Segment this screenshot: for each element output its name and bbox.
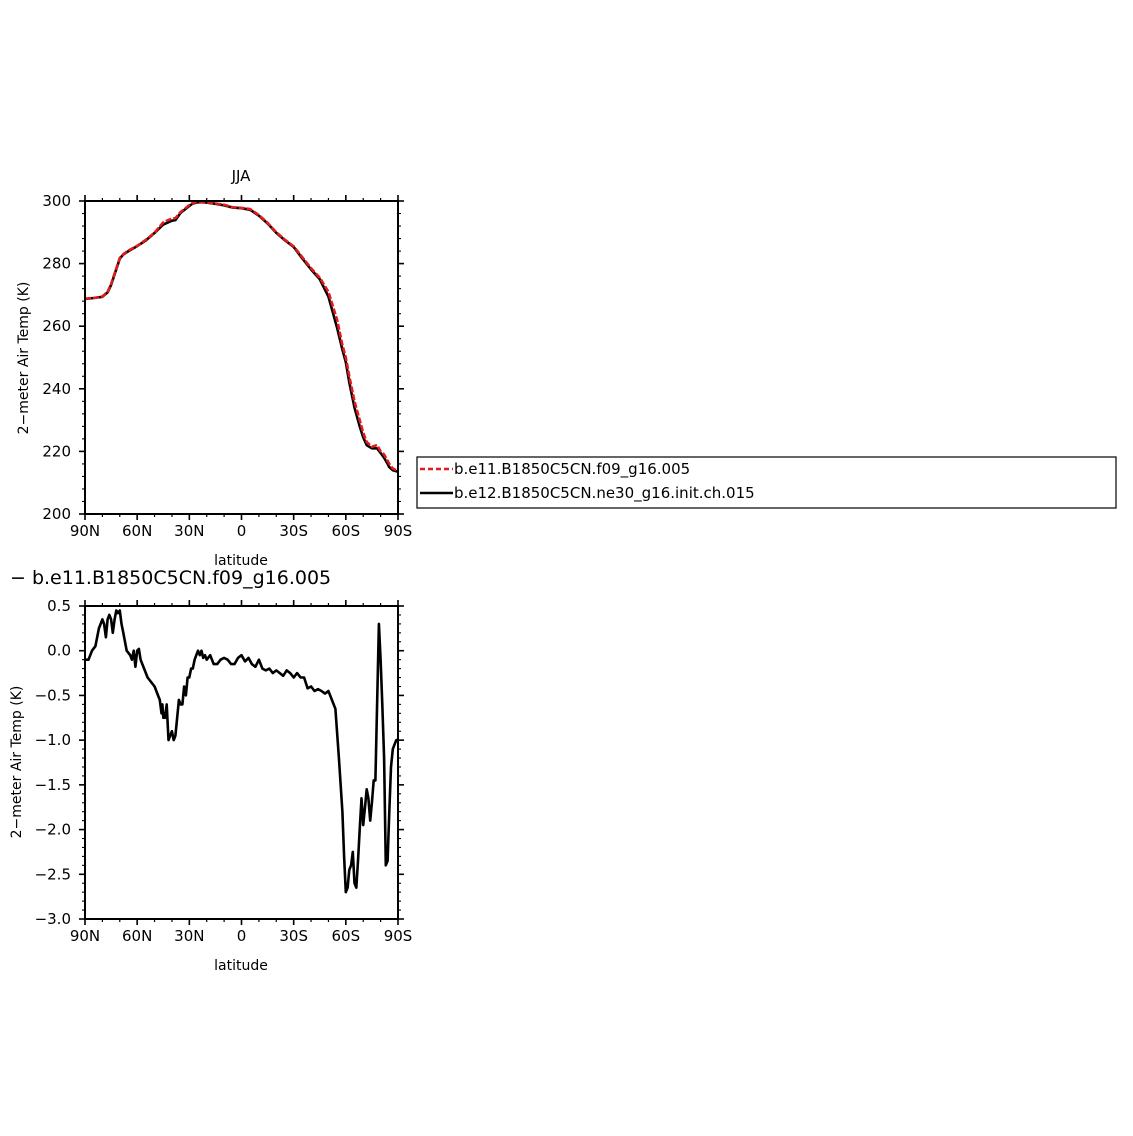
y-tick-label: −1.0 xyxy=(35,731,71,749)
y-tick-label: 0.5 xyxy=(47,597,71,615)
bottom-plot-frame xyxy=(84,605,399,920)
x-tick-label: 60N xyxy=(122,927,152,945)
bottom-series-group xyxy=(85,609,398,894)
x-tick-label: 30S xyxy=(279,927,308,945)
x-tick-label: 60N xyxy=(122,522,152,540)
y-tick-label: −0.5 xyxy=(35,686,71,704)
y-tick-label: 260 xyxy=(42,317,71,335)
y-tick-label: 200 xyxy=(42,505,71,523)
legend-label-series-1: b.e11.B1850C5CN.f09_g16.005 xyxy=(454,460,690,479)
x-tick-label: 90S xyxy=(384,522,413,540)
y-tick-label: 280 xyxy=(42,255,71,273)
y-tick-label: 300 xyxy=(42,192,71,210)
bottom-x-axis-title: latitude xyxy=(214,958,268,974)
series-line-1 xyxy=(84,200,399,472)
x-tick-label: 90S xyxy=(384,927,413,945)
bottom-x-tick-labels: 90N 60N 30N 0 30S 60S 90S xyxy=(70,927,412,945)
legend-label-series-2: b.e12.B1850C5CN.ne30_g16.init.ch.015 xyxy=(454,484,755,503)
top-y-tick-labels: 200 220 240 260 280 300 xyxy=(42,192,71,523)
x-tick-label: 30S xyxy=(279,522,308,540)
y-tick-label: −1.5 xyxy=(35,776,71,794)
series-line-2 xyxy=(84,201,399,473)
top-chart-title: JJA xyxy=(231,167,252,185)
top-y-axis-title: 2−meter Air Temp (K) xyxy=(16,282,32,435)
x-tick-label: 60S xyxy=(332,522,361,540)
y-tick-label: 240 xyxy=(42,380,71,398)
x-tick-label: 60S xyxy=(332,927,361,945)
bottom-y-axis-title: 2−meter Air Temp (K) xyxy=(9,686,25,839)
y-tick-label: −2.5 xyxy=(35,865,71,883)
bottom-chart-title: − b.e11.B1850C5CN.f09_g16.005 xyxy=(10,567,331,589)
x-tick-label: 90N xyxy=(70,522,100,540)
x-tick-label: 0 xyxy=(237,522,247,540)
bottom-y-tick-labels: −3.0 −2.5 −2.0 −1.5 −1.0 −0.5 0.0 0.5 xyxy=(35,597,71,928)
legend-box xyxy=(416,456,1117,509)
y-tick-label: 220 xyxy=(42,442,71,460)
top-plot-frame xyxy=(84,200,399,515)
top-ticks xyxy=(79,195,404,520)
y-tick-label: −3.0 xyxy=(35,910,71,928)
series-line-1 xyxy=(85,609,398,894)
y-tick-label: −2.0 xyxy=(35,821,71,839)
x-tick-label: 30N xyxy=(174,522,204,540)
legend: b.e11.B1850C5CN.f09_g16.005 b.e12.B1850C… xyxy=(416,456,1117,509)
y-tick-label: 0.0 xyxy=(47,642,71,660)
top-panel: JJA 90N 60N 30N 0 30S 60S 90S 200 220 240 260 280 3… xyxy=(16,167,412,569)
x-tick-label: 0 xyxy=(237,927,247,945)
bottom-panel: − b.e11.B1850C5CN.f09_g16.005 90N 60N 30N 0… xyxy=(9,567,412,974)
x-tick-label: 90N xyxy=(70,927,100,945)
x-tick-label: 30N xyxy=(174,927,204,945)
top-series-group xyxy=(84,200,399,473)
top-x-tick-labels: 90N 60N 30N 0 30S 60S 90S xyxy=(70,522,412,540)
top-x-axis-title: latitude xyxy=(214,553,268,569)
